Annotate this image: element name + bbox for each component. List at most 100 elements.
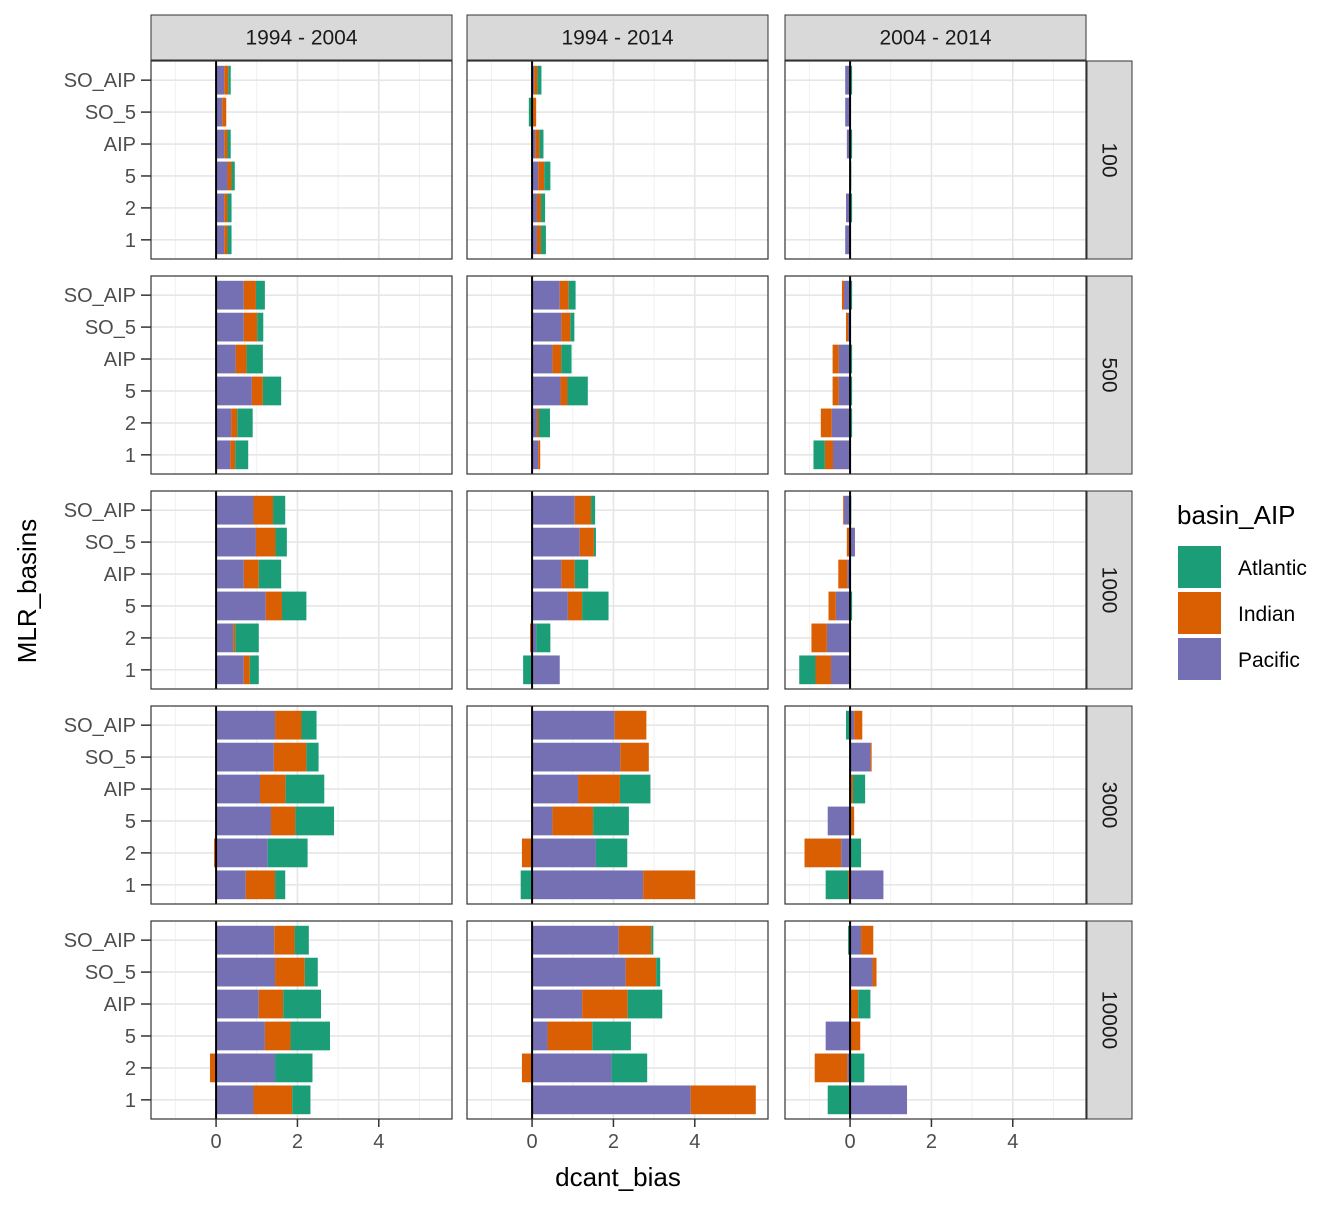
bar-segment-indian — [552, 806, 594, 836]
column-strip-label: 1994 - 2004 — [245, 27, 357, 50]
bar-segment-pacific — [850, 527, 855, 557]
bar-segment-indian — [265, 591, 282, 621]
row-strip-label: 10000 — [1098, 991, 1121, 1049]
bar-segment-atlantic — [306, 742, 319, 772]
x-tick-label: 2 — [292, 1131, 303, 1153]
bar-segment-pacific — [216, 193, 225, 223]
bar-segment-pacific — [532, 376, 561, 406]
column-strip-label: 1994 - 2014 — [561, 27, 673, 50]
bar-segment-pacific — [843, 280, 851, 310]
bar-segment-atlantic — [290, 1021, 330, 1051]
bar-segment-atlantic — [567, 376, 588, 406]
bar-segment-pacific — [532, 440, 539, 470]
panel-background — [151, 491, 452, 689]
bar-segment-pacific — [532, 129, 536, 159]
bar-segment-indian — [846, 527, 851, 557]
bar-segment-indian — [224, 225, 228, 255]
bar-segment-indian — [625, 957, 657, 987]
x-tick-label: 2 — [608, 1131, 619, 1153]
bar-segment-atlantic — [651, 925, 654, 955]
row-strip: 1000 — [1086, 490, 1133, 690]
y-tick-label: 5 — [125, 811, 136, 833]
panel-border — [150, 60, 453, 260]
bar-segment-atlantic — [591, 495, 596, 525]
bar-segment-atlantic — [848, 925, 851, 955]
bar-segment-pacific — [847, 1053, 851, 1083]
bar-segment-indian — [535, 129, 540, 159]
bar-segment-atlantic — [227, 225, 232, 255]
bar-segment-pacific — [216, 559, 244, 589]
column-strip-box — [784, 14, 1087, 61]
y-tick-label: 1 — [125, 445, 136, 467]
x-tick-label: 2 — [926, 1131, 937, 1153]
bar-segment-atlantic — [541, 225, 546, 255]
bar-segment-pacific — [845, 225, 851, 255]
bar-segment-pacific — [825, 1021, 851, 1051]
bar-segment-indian — [846, 312, 849, 342]
bar-segment-indian — [260, 774, 286, 804]
bar-segment-indian — [243, 280, 256, 310]
bar-segment-indian — [235, 344, 247, 374]
column-strip-label: 2004 - 2014 — [879, 27, 991, 50]
bar-segment-atlantic — [246, 344, 263, 374]
x-tick-label: 4 — [689, 1131, 700, 1153]
bar-segment-pacific — [216, 97, 223, 127]
bar-segment-pacific — [850, 1085, 908, 1115]
bar-segment-atlantic — [281, 591, 307, 621]
bar-segment-pacific — [532, 989, 583, 1019]
bar-segment-indian — [843, 495, 844, 525]
bar-segment-indian — [815, 655, 831, 685]
bar-segment-atlantic — [850, 376, 853, 406]
facet-panel — [150, 275, 453, 475]
facet-panel — [466, 920, 769, 1120]
panel-border — [466, 920, 769, 1120]
legend-label: Indian — [1238, 603, 1295, 626]
bar-segment-indian — [643, 870, 696, 900]
panel-border — [784, 705, 1087, 905]
panel-border — [150, 275, 453, 475]
bar-segment-atlantic — [523, 655, 533, 685]
y-tick-label: 2 — [125, 198, 136, 220]
y-tick-label: 5 — [125, 596, 136, 618]
bar-segment-atlantic — [827, 1085, 851, 1115]
bar-segment-atlantic — [541, 193, 546, 223]
y-tick-label: AIP — [104, 564, 136, 586]
bar-segment-indian — [253, 1085, 293, 1115]
bar-segment-atlantic — [595, 838, 628, 868]
column-strip-box — [466, 14, 769, 61]
bar-segment-indian — [582, 989, 628, 1019]
facet-panel — [784, 705, 1087, 905]
bar-segment-atlantic — [593, 806, 629, 836]
panel-border — [784, 490, 1087, 690]
panel-border — [150, 705, 453, 905]
bar-segment-pacific — [216, 623, 234, 653]
y-tick-label: 5 — [125, 166, 136, 188]
bar-segment-indian — [245, 870, 276, 900]
bar-segment-atlantic — [561, 344, 572, 374]
column-strip-box — [150, 14, 453, 61]
bar-segment-indian — [559, 280, 569, 310]
bar-segment-indian — [224, 193, 228, 223]
bar-segment-atlantic — [304, 957, 318, 987]
bar-segment-indian — [552, 344, 562, 374]
bar-segment-pacific — [838, 344, 851, 374]
row-strip: 100 — [1086, 60, 1133, 260]
row-strip-box — [1086, 60, 1133, 260]
bar-segment-indian — [538, 161, 545, 191]
bar-segment-atlantic — [592, 1021, 631, 1051]
bar-segment-atlantic — [850, 591, 853, 621]
bar-segment-indian — [547, 1021, 593, 1051]
bar-segment-pacific — [845, 97, 851, 127]
bar-segment-pacific — [850, 925, 862, 955]
bar-segment-indian — [872, 957, 877, 987]
legend-label: Atlantic — [1238, 557, 1307, 580]
bar-segment-pacific — [843, 495, 851, 525]
facet-panel — [784, 60, 1087, 260]
bar-segment-atlantic — [539, 129, 544, 159]
row-strip-label: 500 — [1098, 357, 1121, 392]
facet-panel — [784, 490, 1087, 690]
x-axis-title: dcant_bias — [555, 1162, 681, 1192]
bar-segment-indian — [227, 161, 232, 191]
bar-segment-atlantic — [852, 774, 866, 804]
bar-segment-atlantic — [813, 440, 825, 470]
